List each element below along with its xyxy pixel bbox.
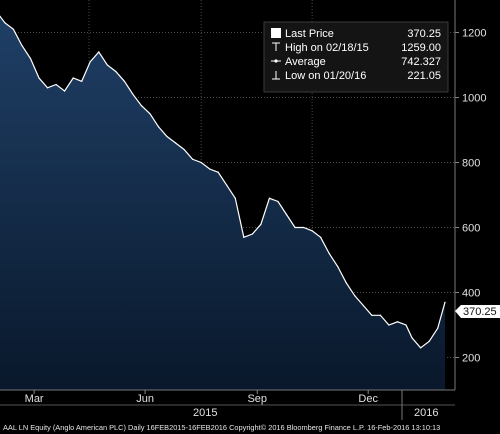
legend-value-high: 1259.00 [401, 42, 441, 54]
price-point [388, 324, 390, 326]
price-point [260, 223, 262, 225]
price-point [89, 61, 91, 63]
x-tick-label: Sep [247, 393, 267, 405]
price-point [157, 126, 160, 128]
x-tick-label: Dec [358, 393, 378, 405]
legend-low-icon [272, 71, 280, 80]
price-point [277, 200, 279, 203]
price-point [437, 327, 439, 329]
y-tick-label: 400 [462, 288, 480, 300]
price-point [243, 236, 245, 238]
price-point [328, 252, 330, 255]
legend-label-low: Low on 01/20/16 [285, 70, 366, 82]
price-point [12, 28, 15, 30]
price-point [226, 184, 228, 186]
year-label-2015: 2015 [193, 407, 217, 419]
last-price-value: 370.25 [463, 306, 497, 318]
x-tick-label: Mar [25, 393, 44, 405]
price-point [98, 51, 100, 53]
price-area [0, 16, 445, 391]
price-point [379, 314, 381, 316]
price-point [200, 161, 202, 164]
price-point [294, 226, 296, 229]
price-point [428, 340, 430, 342]
price-point [337, 265, 339, 268]
y-tick-label: 800 [462, 158, 480, 170]
price-point [166, 135, 168, 138]
price-point [183, 148, 185, 151]
price-point [21, 44, 23, 47]
price-points [0, 15, 446, 349]
price-point [268, 197, 271, 199]
price-point [311, 230, 313, 232]
legend-label-last-price: Last Price [285, 28, 334, 40]
legend-label-high: High on 02/18/15 [285, 42, 369, 54]
price-line [0, 15, 446, 349]
price-point [234, 197, 236, 199]
price-point [411, 337, 413, 339]
price-point [354, 295, 356, 297]
price-point [64, 90, 66, 92]
year-label-2016: 2016 [414, 407, 438, 419]
price-point [251, 233, 253, 235]
price-point [132, 93, 134, 95]
legend: Last Price 370.25 High on 02/18/15 1259.… [263, 21, 449, 93]
price-point [4, 22, 6, 24]
y-tick-label: 600 [462, 223, 480, 235]
price-point [345, 282, 347, 284]
legend-label-average: Average [285, 56, 326, 68]
y-tick-label: 1200 [462, 28, 486, 40]
legend-value-last-price: 370.25 [407, 28, 441, 40]
price-point [302, 226, 305, 229]
price-point [362, 304, 364, 307]
price-point [0, 15, 1, 17]
price-point [396, 321, 399, 323]
x-tick-label: Jun [136, 393, 154, 405]
price-point [217, 171, 219, 173]
price-point [140, 105, 143, 107]
price-point [420, 347, 422, 349]
price-point [46, 87, 49, 89]
price-point [192, 158, 194, 160]
price-point [444, 301, 446, 303]
price-point [106, 64, 108, 66]
legend-swatch-last-price [271, 28, 281, 38]
price-point [29, 57, 32, 60]
price-point [123, 80, 125, 82]
price-point [320, 236, 322, 238]
y-tick-label: 200 [462, 353, 480, 365]
y-axis-ticks: 200 400 600 800 1000 1200 [455, 28, 486, 365]
price-point [149, 113, 151, 115]
price-point [72, 77, 74, 79]
y-tick-label: 1000 [462, 93, 486, 105]
price-point [405, 324, 407, 326]
legend-box [263, 21, 449, 93]
x-axis-ticks: Mar Jun Sep Dec [25, 390, 378, 405]
price-point [209, 168, 211, 170]
last-price-marker: 370.25 [455, 305, 500, 318]
chart-footer: AAL LN Equity (Anglo American PLC) Daily… [3, 423, 440, 432]
legend-high-icon [272, 42, 280, 51]
price-point [174, 142, 177, 144]
price-point [285, 213, 288, 216]
legend-value-low: 221.05 [407, 70, 441, 82]
price-point [371, 314, 373, 316]
price-point [81, 80, 83, 82]
price-point [55, 83, 57, 86]
price-point [115, 70, 117, 73]
legend-value-average: 742.327 [401, 56, 441, 68]
price-point [38, 77, 40, 79]
legend-average-icon [271, 59, 281, 63]
